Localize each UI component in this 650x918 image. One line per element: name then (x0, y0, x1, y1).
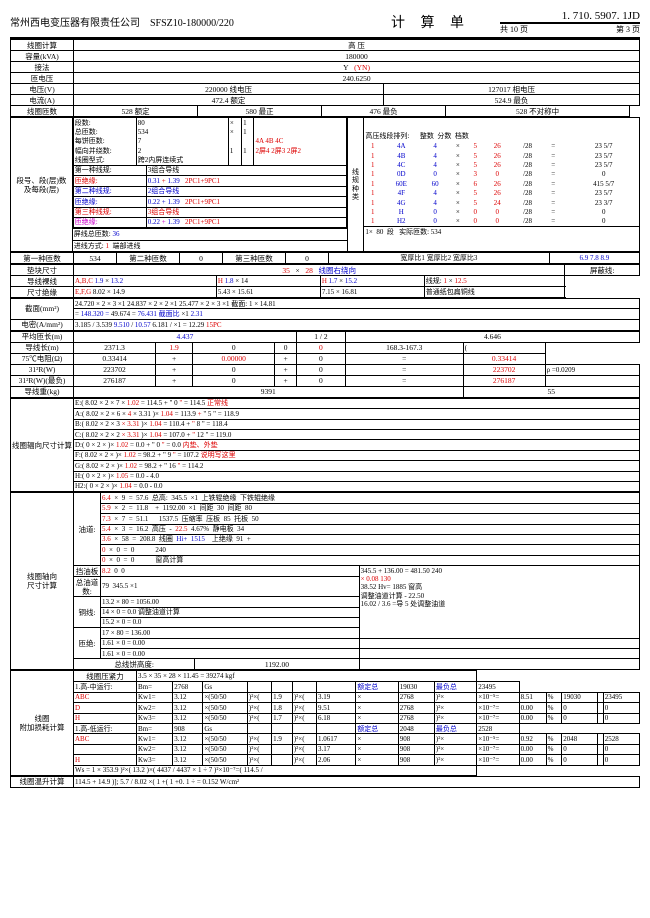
turn-kinds: 第一种匝数534 第二种匝数0 第三种匝数0 宽厚比1 宽厚比2 宽厚比3 6.… (10, 252, 640, 264)
conn-yn: (YN) (354, 63, 370, 72)
conn-val: Y (343, 63, 348, 72)
cross-section: 截面(mm²) 24.720 × 2 × 3 ×1 24.837 × 2 × 2… (10, 298, 640, 331)
adjust-box: 345.5 + 136.00 = 481.50 240× 0.08 130 38… (361, 567, 638, 609)
top-table: 线圈计算高 压 容量(kVA)180000 接法 Y (YN) 匝电压240.62… (10, 39, 640, 117)
pages-total: 共 10 页 (500, 24, 528, 35)
wire-groups: 第一种线规:3组合导线匝绝缘:0.31 + 1.39 2PC1+9PC1第二种线… (73, 165, 347, 228)
phase-v: 127017 相电压 (384, 84, 640, 95)
curr-label: 电流(A) (11, 95, 74, 106)
volt-label: 电压(V) (11, 84, 74, 95)
misc-rows: 平均匝长(m)4.4371 / 24.646 导线长(m)2371.31.900… (10, 331, 640, 398)
header: 常州西电变压器有限责任公司 SFSZ10-180000/220 计 算 单 1.… (10, 10, 640, 39)
rated: 472.4 额定 (74, 95, 384, 106)
conn-label: 接法 (11, 62, 74, 73)
radial-block: 线圈轴向尺寸计算 油道: 6.4 × 9 = 57.6 总高: 345.5 ×1… (10, 492, 640, 670)
coil-calc-label: 线圈计算 (11, 40, 74, 51)
doc-no: 1. 710. 5907. 1JD (500, 10, 640, 23)
max-load: 524.9 最负 (384, 95, 640, 106)
line-v: 220000 线电压 (74, 84, 384, 95)
seg-rows: 段数:80×1总匝数:534×1每饼匝数:74A 4B 4C幅向并绕数:2112… (73, 118, 347, 165)
pad-block: 垫块尺寸35 × 28 线圈右绕向屏蔽线: 导线裸线 A,B,C 1.9 × 1… (10, 264, 640, 298)
turns-label: 线圈匝数 (11, 106, 74, 117)
turnv-label: 匝电压 (11, 73, 74, 84)
company: 常州西电变压器有限责任公司 (10, 18, 140, 29)
segment-block: 段号、段(层)数及每段(层) 段数:80×1总匝数:534×1每饼匝数:74A … (10, 117, 640, 252)
turnv-val: 240.6250 (74, 73, 640, 84)
doc-title: 计 算 单 (391, 10, 500, 35)
hv-label: 高 压 (74, 40, 640, 51)
cap-label: 容量(kVA) (11, 51, 74, 62)
force-block: 线圈附加损耗计算 线圈压紧力3.5 × 35 × 28 × 11.45 = 39… (10, 670, 640, 776)
page-no: 第 3 页 (616, 24, 640, 35)
cap-val: 180000 (74, 51, 640, 62)
hvseg-rows: 14A4×526/28=23 5/714B4×526/28=23 5/714C4… (364, 142, 639, 227)
seg-label: 段号、段(层)数及每段(层) (11, 118, 73, 252)
model: SFSZ10-180000/220 (150, 18, 234, 29)
temp-rise: 线圈温升计算114.5 + 14.9 )]; 5.7 / 8.02 ×( 1 +… (10, 776, 640, 788)
axial-block: 线圈辐向尺寸计算E:( 8.02 × 2 × 7 × 1.02 = 114.5 … (10, 398, 640, 493)
